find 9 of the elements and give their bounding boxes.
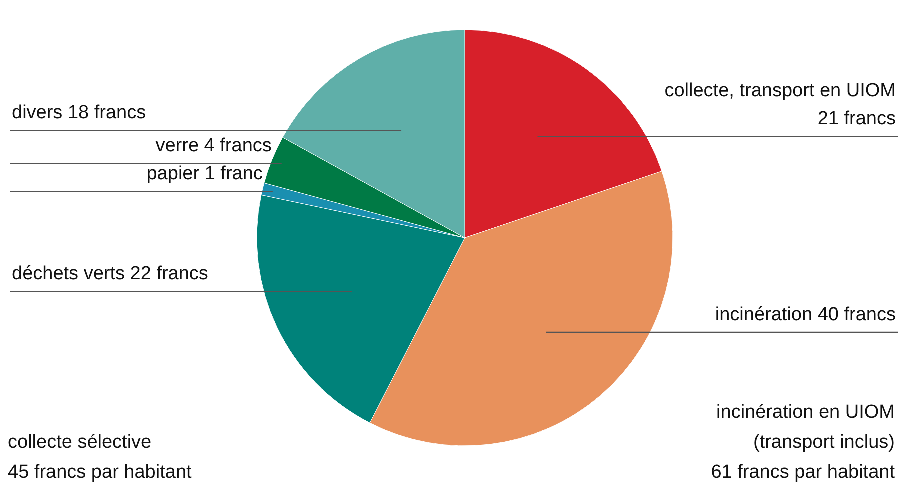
slice-label: verre 4 francs bbox=[156, 136, 272, 157]
slice-label: papier 1 franc bbox=[146, 164, 263, 185]
data-label: 21 francs bbox=[818, 108, 896, 130]
text: collecte sélective 45 francs par habitant bbox=[8, 432, 193, 483]
slice-label: divers 18 francs bbox=[12, 102, 146, 124]
text: incinération en UIOM (transport inclus) 61 francs par habitant bbox=[711, 402, 896, 483]
slice-label: incinération 40 francs bbox=[715, 304, 896, 326]
slice-label: collecte, transport en UIOM bbox=[664, 80, 896, 102]
slice-label: déchets verts 22 francs bbox=[12, 264, 208, 285]
